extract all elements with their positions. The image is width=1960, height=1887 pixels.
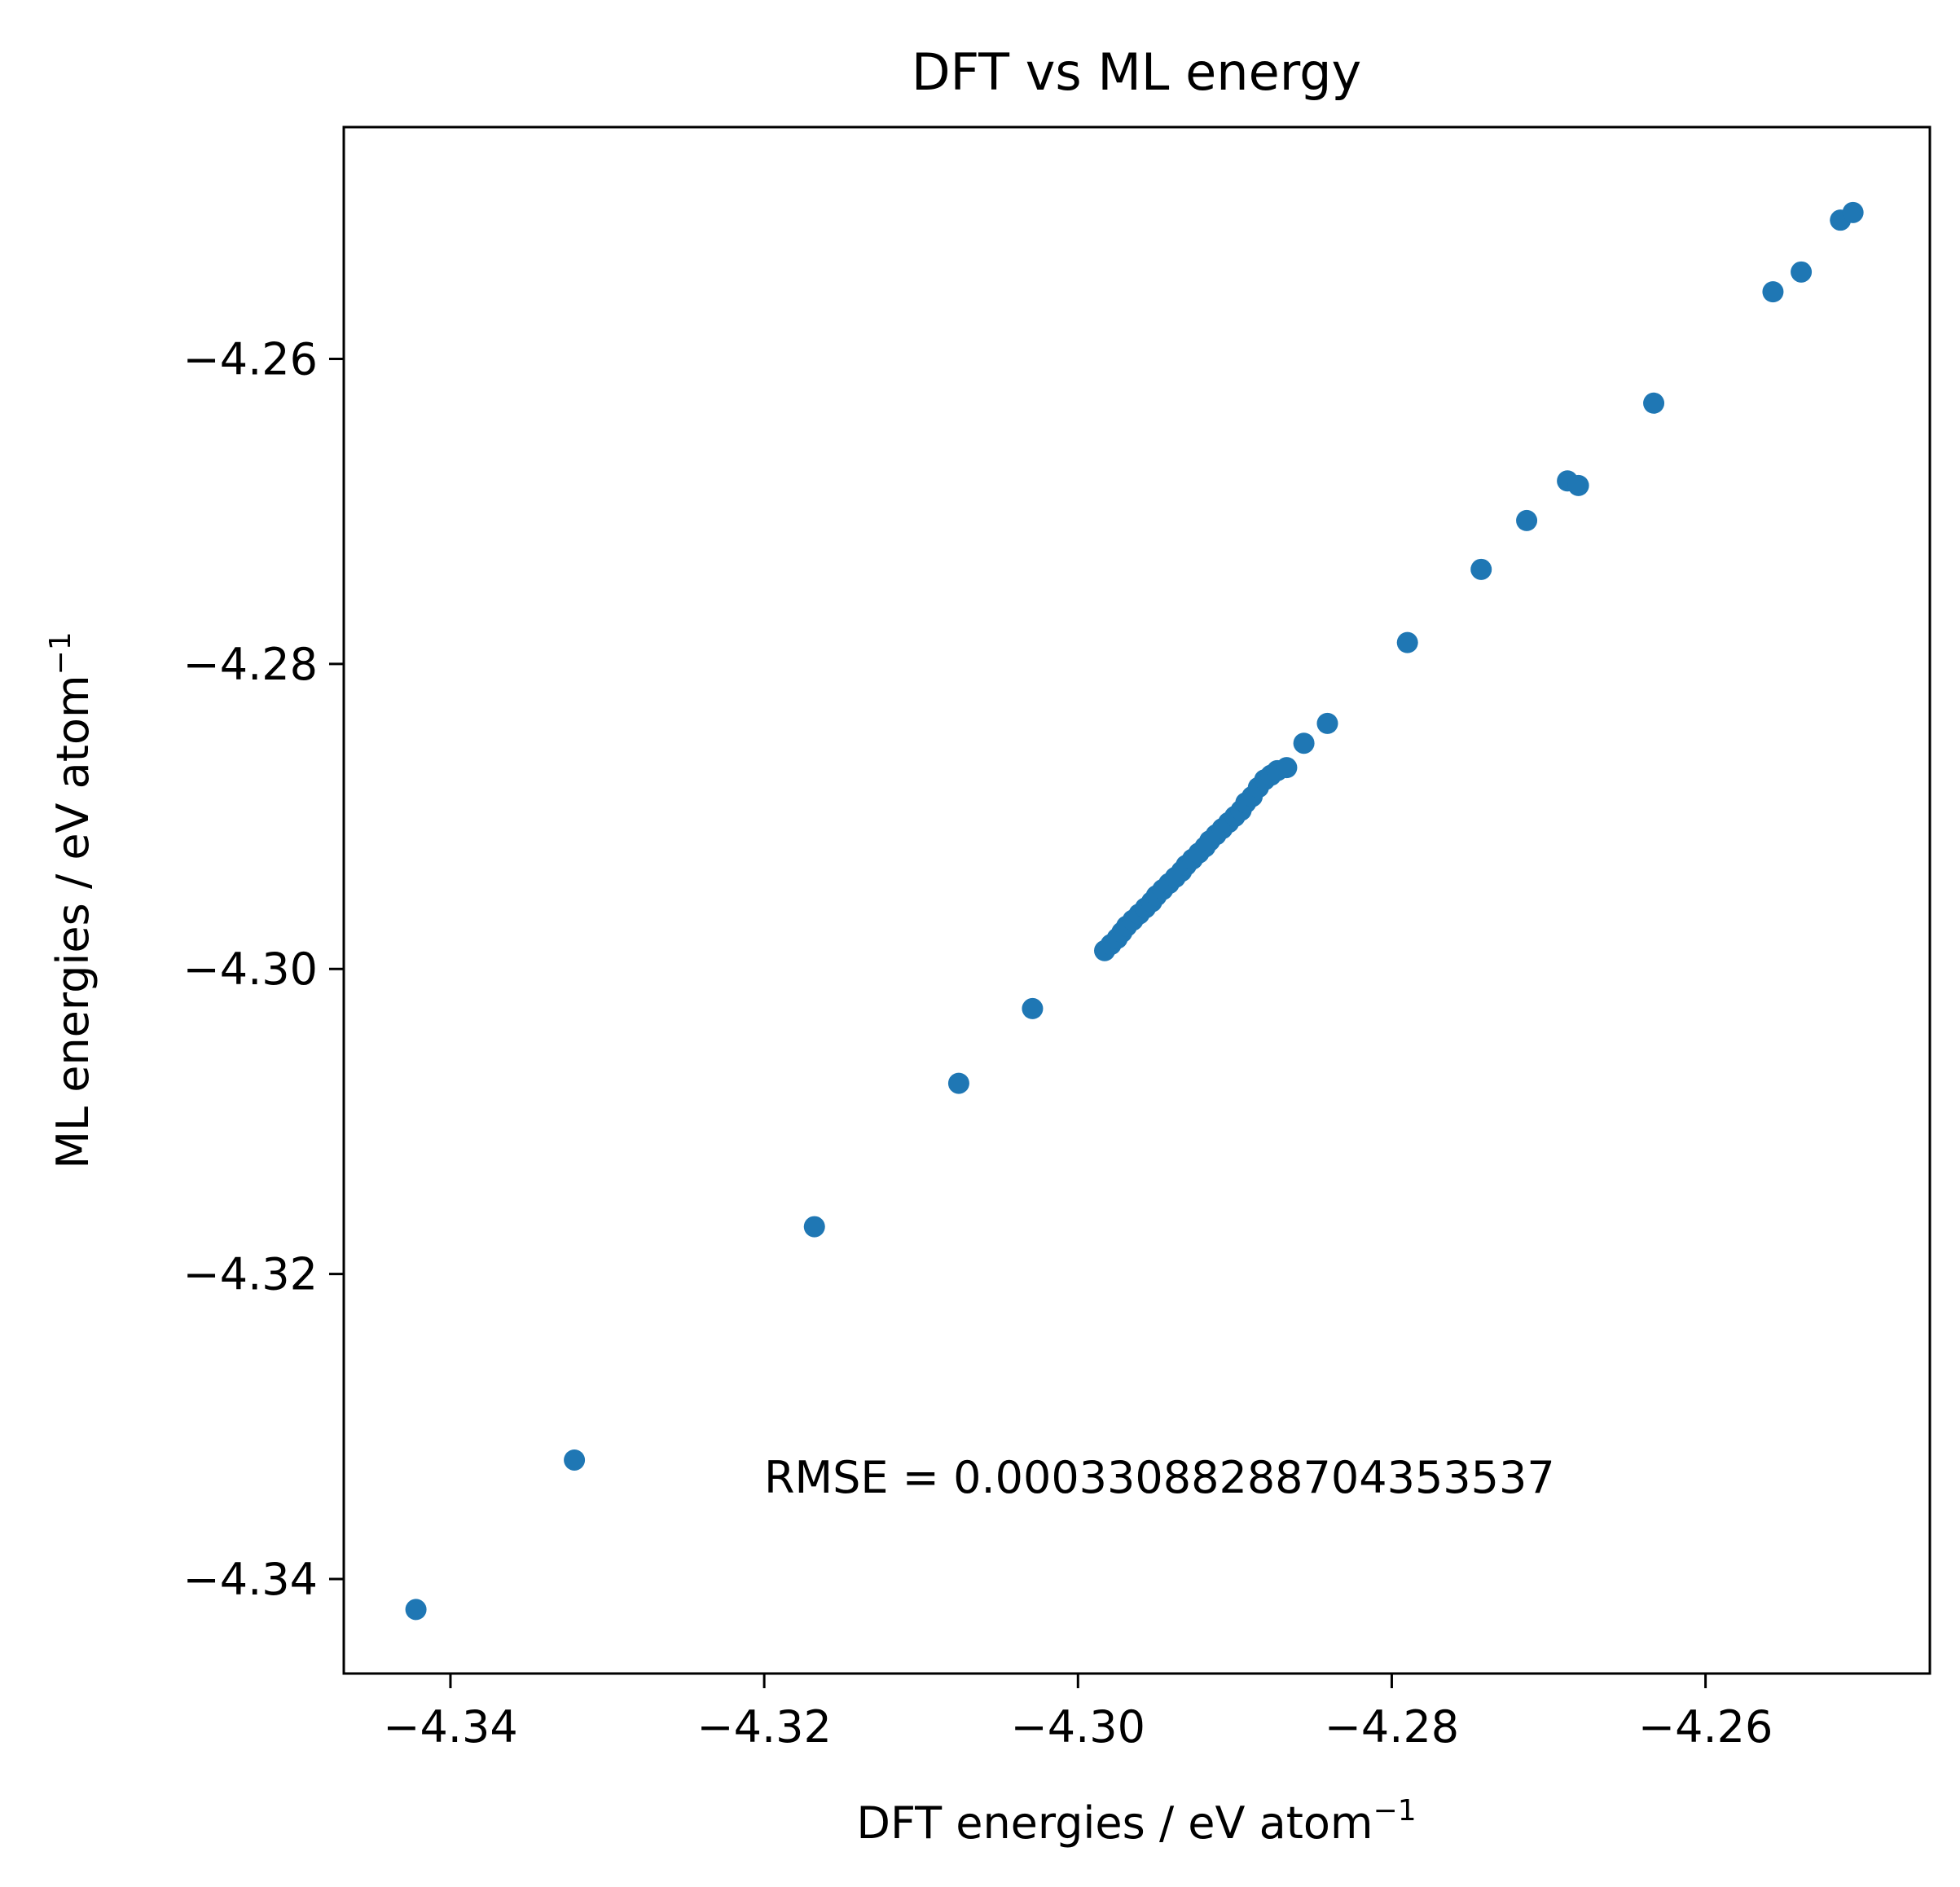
- ticks-layer: −4.34 −4.32 −4.30 −4.28 −4.26 −4.34 −4.32 −4.30…: [183, 334, 1773, 1753]
- data-point: [803, 1216, 825, 1238]
- data-point: [564, 1449, 586, 1471]
- plot-frame: [342, 125, 1931, 1675]
- x-tick-label: −4.28: [1325, 1701, 1459, 1753]
- data-point: [1293, 732, 1315, 754]
- data-point: [1316, 712, 1338, 734]
- chart-title: DFT vs ML energy: [912, 42, 1361, 102]
- data-point: [1516, 509, 1538, 531]
- data-point: [405, 1599, 427, 1621]
- rmse-annotation: RMSE = 0.00033088288704353537: [764, 1452, 1555, 1503]
- data-point: [1276, 757, 1298, 779]
- x-axis-label-exponent: −1: [1373, 1794, 1417, 1828]
- data-point: [1470, 558, 1492, 580]
- y-axis-label: ML energies / eV atom−1: [44, 631, 99, 1168]
- x-axis-label: DFT energies / eV atom−1: [856, 1794, 1416, 1849]
- data-point: [947, 1072, 969, 1094]
- y-tick-label: −4.30: [183, 944, 318, 995]
- y-axis-label-exponent: −1: [44, 631, 77, 675]
- data-point: [1567, 474, 1589, 496]
- y-tick-label: −4.28: [183, 639, 318, 690]
- x-axis-label-text: DFT energies / eV atom: [856, 1797, 1373, 1849]
- data-point: [1842, 201, 1864, 223]
- y-tick-label: −4.34: [183, 1554, 318, 1605]
- x-tick-label: −4.26: [1638, 1701, 1773, 1753]
- data-point: [1022, 997, 1044, 1019]
- x-tick-label: −4.30: [1011, 1701, 1145, 1753]
- data-point: [1762, 281, 1784, 303]
- x-tick-label: −4.34: [383, 1701, 517, 1753]
- y-tick-label: −4.32: [183, 1249, 318, 1300]
- data-point: [1791, 261, 1813, 283]
- data-point: [1643, 392, 1665, 414]
- points-layer: [405, 201, 1864, 1621]
- data-point: [1396, 631, 1418, 653]
- y-axis-label-text: ML energies / eV atom: [47, 675, 99, 1168]
- y-tick-label: −4.26: [183, 334, 318, 385]
- x-tick-label: −4.32: [697, 1701, 831, 1753]
